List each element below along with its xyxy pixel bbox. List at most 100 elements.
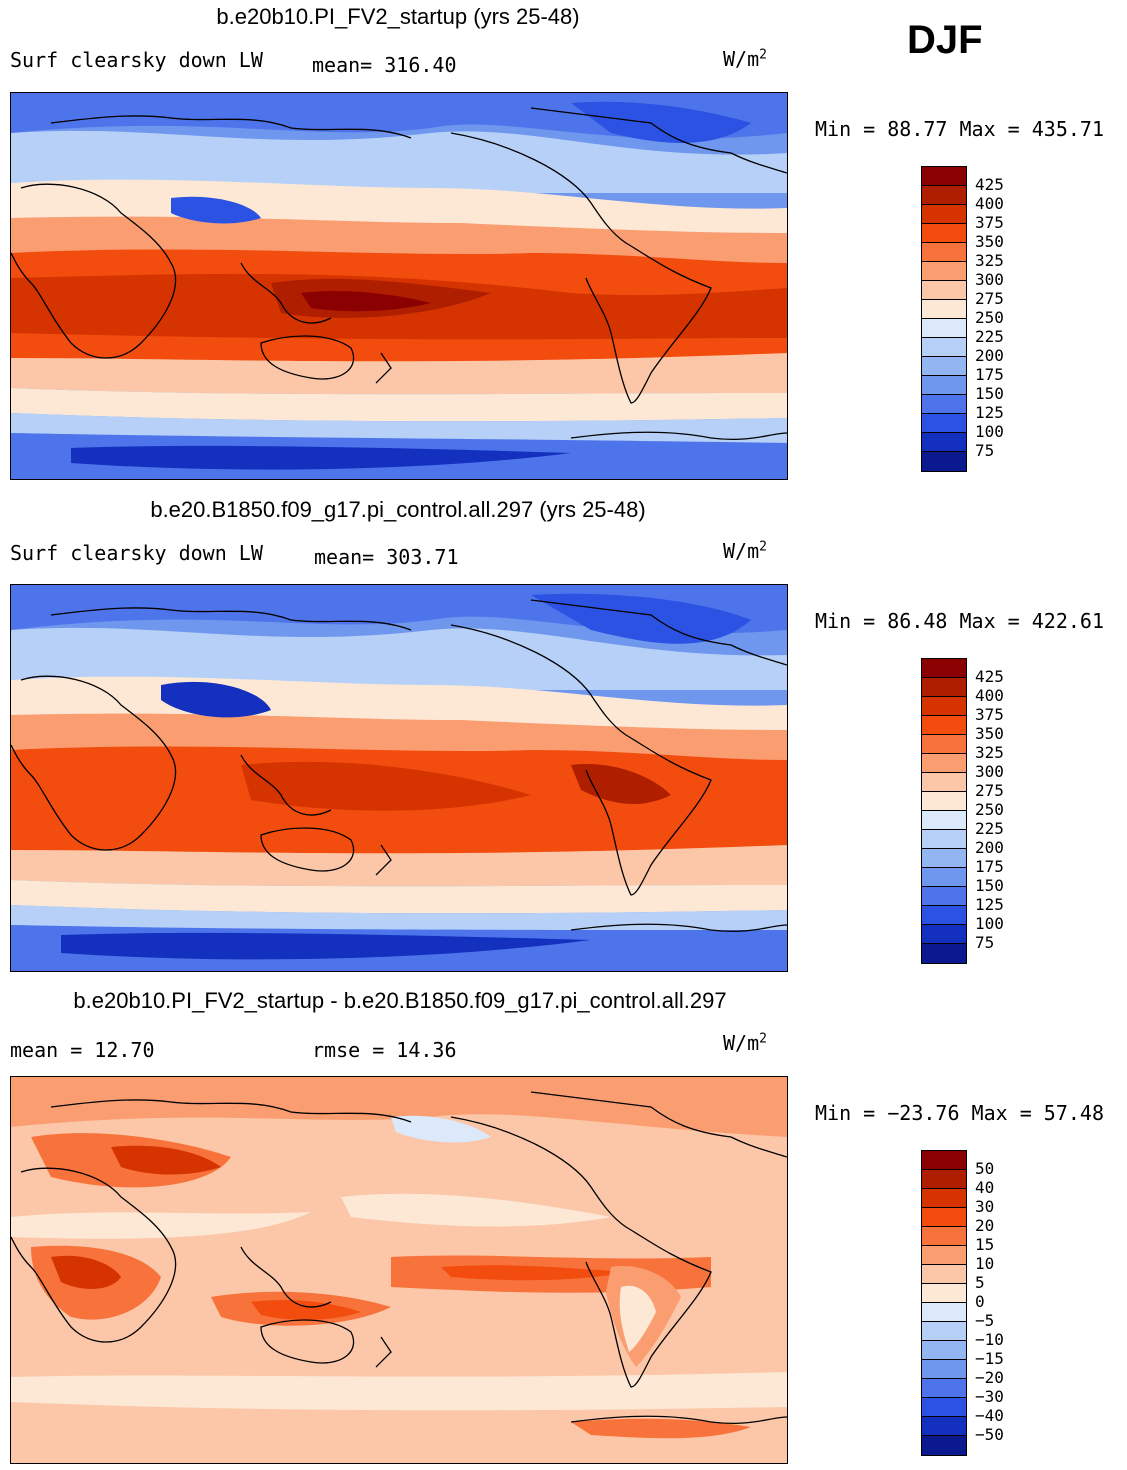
colorbar-box (922, 262, 966, 281)
colorbar-box (922, 1227, 966, 1246)
colorbar-box (922, 167, 966, 186)
colorbar-box (922, 697, 966, 716)
panel1-colorbar (921, 166, 967, 472)
panel2-title: b.e20.B1850.f09_g17.pi_control.all.297 (… (150, 497, 646, 522)
colorbar-tick-label: 400 (975, 686, 1004, 705)
colorbar-box (922, 1265, 966, 1284)
colorbar-tick-label: 20 (975, 1216, 995, 1235)
panel1-variable: Surf clearsky down LW (10, 48, 263, 72)
colorbar-box (922, 224, 966, 243)
panel2-units: W/m2 (723, 539, 767, 563)
colorbar-box (922, 1208, 966, 1227)
colorbar-box (922, 773, 966, 792)
colorbar-tick-label: 425 (975, 667, 1004, 686)
colorbar-tick-label: 425 (975, 175, 1004, 194)
colorbar-tick-label: 75 (975, 441, 995, 460)
colorbar-box (922, 300, 966, 319)
colorbar-box (922, 849, 966, 868)
colorbar-tick-label: 150 (975, 384, 1004, 403)
colorbar-box (922, 357, 966, 376)
colorbar-tick-label: 250 (975, 308, 1004, 327)
colorbar-box (922, 792, 966, 811)
colorbar-tick-label: 350 (975, 724, 1004, 743)
colorbar-tick-label: −50 (975, 1425, 1004, 1444)
colorbar-box (922, 395, 966, 414)
panel2-map (10, 584, 788, 972)
colorbar-box (922, 1360, 966, 1379)
colorbar-tick-label: 10 (975, 1254, 995, 1273)
colorbar-tick-label: 375 (975, 705, 1004, 724)
panel3-title: b.e20b10.PI_FV2_startup - b.e20.B1850.f0… (73, 988, 727, 1013)
panel3-minmax: Min = −23.76 Max = 57.48 (815, 1101, 1104, 1125)
colorbar-box (922, 944, 966, 963)
panel3-map (10, 1076, 788, 1464)
colorbar-tick-label: 100 (975, 422, 1004, 441)
colorbar-box (922, 186, 966, 205)
colorbar-box (922, 906, 966, 925)
colorbar-box (922, 281, 966, 300)
colorbar-tick-label: 175 (975, 365, 1004, 384)
colorbar-box (922, 811, 966, 830)
colorbar-box (922, 319, 966, 338)
colorbar-tick-label: −15 (975, 1349, 1004, 1368)
colorbar-tick-label: 200 (975, 346, 1004, 365)
colorbar-tick-label: 40 (975, 1178, 995, 1197)
colorbar-box (922, 1341, 966, 1360)
colorbar-tick-label: −40 (975, 1406, 1004, 1425)
colorbar-tick-label: 375 (975, 213, 1004, 232)
colorbar-box (922, 887, 966, 906)
colorbar-box (922, 376, 966, 395)
colorbar-box (922, 243, 966, 262)
colorbar-tick-label: −5 (975, 1311, 995, 1330)
colorbar-tick-label: 275 (975, 781, 1004, 800)
colorbar-tick-label: 125 (975, 403, 1004, 422)
colorbar-box (922, 452, 966, 471)
colorbar-tick-label: 400 (975, 194, 1004, 213)
colorbar-box (922, 925, 966, 944)
colorbar-box (922, 1417, 966, 1436)
colorbar-tick-label: 250 (975, 800, 1004, 819)
colorbar-tick-label: 75 (975, 933, 995, 952)
colorbar-box (922, 1151, 966, 1170)
colorbar-tick-label: −10 (975, 1330, 1004, 1349)
colorbar-tick-label: 300 (975, 270, 1004, 289)
colorbar-box (922, 1398, 966, 1417)
colorbar-tick-label: 175 (975, 857, 1004, 876)
colorbar-box (922, 716, 966, 735)
colorbar-box (922, 735, 966, 754)
colorbar-tick-label: 5 (975, 1273, 985, 1292)
panel3-units: W/m2 (723, 1031, 767, 1055)
colorbar-box (922, 1170, 966, 1189)
panel3-mean: mean = 12.70 (10, 1038, 155, 1062)
colorbar-box (922, 1322, 966, 1341)
panel1-minmax: Min = 88.77 Max = 435.71 (815, 117, 1104, 141)
colorbar-box (922, 205, 966, 224)
colorbar-tick-label: −30 (975, 1387, 1004, 1406)
colorbar-tick-label: 300 (975, 762, 1004, 781)
colorbar-tick-label: 325 (975, 251, 1004, 270)
colorbar-box (922, 1189, 966, 1208)
colorbar-box (922, 414, 966, 433)
colorbar-tick-label: 200 (975, 838, 1004, 857)
colorbar-tick-label: 225 (975, 819, 1004, 838)
panel2-mean: mean= 303.71 (314, 545, 459, 569)
colorbar-tick-label: 50 (975, 1159, 995, 1178)
panel1-units: W/m2 (723, 47, 767, 71)
colorbar-box (922, 754, 966, 773)
colorbar-box (922, 1379, 966, 1398)
colorbar-tick-label: 100 (975, 914, 1004, 933)
colorbar-tick-label: 15 (975, 1235, 995, 1254)
panel3-rmse: rmse = 14.36 (312, 1038, 457, 1062)
panel3-colorbar (921, 1150, 967, 1456)
colorbar-box (922, 868, 966, 887)
colorbar-box (922, 659, 966, 678)
colorbar-tick-label: 150 (975, 876, 1004, 895)
colorbar-tick-label: −20 (975, 1368, 1004, 1387)
panel1-title: b.e20b10.PI_FV2_startup (yrs 25-48) (216, 4, 580, 29)
colorbar-box (922, 1436, 966, 1455)
colorbar-tick-label: 0 (975, 1292, 985, 1311)
colorbar-box (922, 338, 966, 357)
panel2-minmax: Min = 86.48 Max = 422.61 (815, 609, 1104, 633)
colorbar-box (922, 678, 966, 697)
colorbar-tick-label: 125 (975, 895, 1004, 914)
